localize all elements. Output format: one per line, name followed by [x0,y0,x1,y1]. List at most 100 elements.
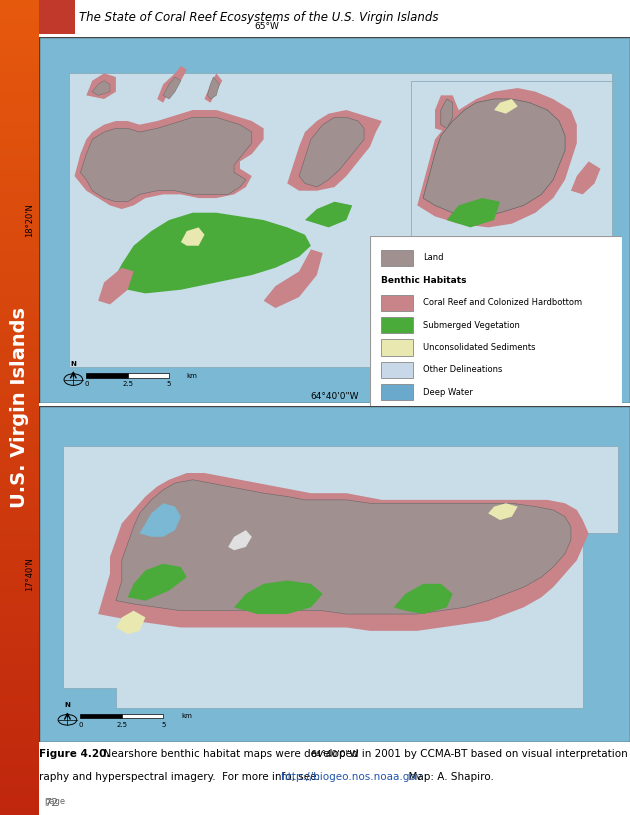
Bar [0,583,39,587]
Bar [0,542,39,546]
Bar [0,171,39,175]
Bar [0,208,39,212]
Bar [381,250,413,266]
Bar [0,371,39,375]
Bar [0,742,39,746]
Polygon shape [494,99,518,113]
Text: 5: 5 [167,381,171,387]
Bar [0,139,39,143]
Bar [0,90,39,94]
Bar [0,363,39,367]
Bar [0,236,39,240]
Bar [0,179,39,183]
Bar [0,660,39,664]
Bar [0,754,39,758]
Bar [0,656,39,660]
Bar [0,391,39,395]
Bar [0,473,39,477]
Bar [0,24,39,29]
Bar [0,257,39,261]
Bar [0,424,39,428]
Polygon shape [81,117,252,201]
Bar [0,334,39,338]
Polygon shape [423,99,565,216]
Bar [0,509,39,513]
Bar [0,102,39,106]
Bar [0,477,39,481]
Bar [381,339,413,355]
Bar [0,399,39,403]
Bar [0,705,39,709]
Text: 64°40'0"W: 64°40'0"W [311,750,358,759]
Polygon shape [571,161,600,195]
Polygon shape [98,473,588,631]
Polygon shape [92,81,110,95]
Bar [0,644,39,648]
Bar [0,623,39,628]
Bar [0,575,39,579]
Text: Map: A. Shapiro.: Map: A. Shapiro. [402,773,494,782]
Bar [0,485,39,489]
Bar [0,672,39,676]
Bar [0,387,39,391]
Bar [0,444,39,448]
Bar [0,619,39,623]
Bar [0,118,39,122]
Bar [0,693,39,697]
Bar [0,375,39,379]
Bar [0,216,39,220]
Text: km: km [181,713,192,719]
Polygon shape [234,580,323,614]
Bar [0,591,39,595]
Bar [0,122,39,126]
Bar [0,448,39,452]
Bar [0,379,39,383]
Bar [0,534,39,538]
Polygon shape [435,95,459,132]
Bar [0,61,39,65]
Bar [0,786,39,791]
Bar [0,232,39,236]
Bar [0,668,39,672]
Polygon shape [98,267,134,304]
Polygon shape [163,77,181,99]
Bar [0,45,39,49]
Bar [0,4,39,8]
Bar [0,689,39,693]
Polygon shape [411,81,612,289]
Bar [0,599,39,603]
Bar [86,373,128,377]
Bar [0,652,39,656]
Bar [0,8,39,12]
Bar [0,212,39,216]
Bar [0,452,39,456]
Bar [0,249,39,253]
Bar [0,359,39,363]
Text: 17°40'N: 17°40'N [25,557,34,591]
Polygon shape [181,227,205,245]
Bar [0,53,39,57]
Bar [0,20,39,24]
Bar [0,350,39,355]
Bar [0,766,39,770]
Bar [0,281,39,285]
Bar [0,342,39,346]
Bar [0,163,39,167]
Bar [0,791,39,795]
Polygon shape [417,88,577,227]
Bar [381,295,413,311]
Bar [0,228,39,232]
Text: 65°W: 65°W [254,22,279,31]
Polygon shape [305,201,352,227]
Bar [0,465,39,469]
Bar [0,799,39,803]
Bar [0,16,39,20]
Bar [0,114,39,118]
Polygon shape [228,530,252,550]
Bar [0,143,39,147]
Polygon shape [158,66,187,103]
Polygon shape [423,99,565,216]
Bar [0,224,39,228]
Text: km: km [187,372,198,378]
Bar [0,738,39,742]
